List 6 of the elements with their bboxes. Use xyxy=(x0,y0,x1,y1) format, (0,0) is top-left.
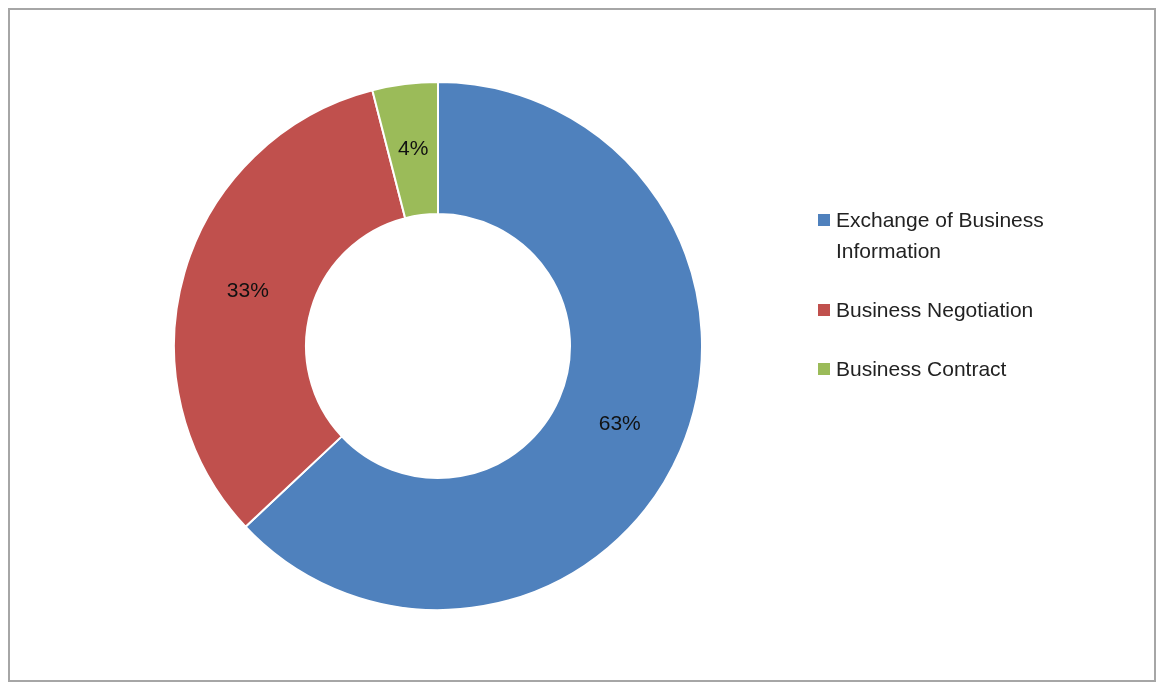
data-label: 63% xyxy=(598,411,641,435)
data-label: 4% xyxy=(398,136,429,160)
legend-label: Business Negotiation xyxy=(836,297,1034,323)
data-label: 33% xyxy=(226,277,269,301)
legend-label: Exchange of Business Information xyxy=(836,207,1045,264)
legend-label: Business Contract xyxy=(836,356,1007,382)
